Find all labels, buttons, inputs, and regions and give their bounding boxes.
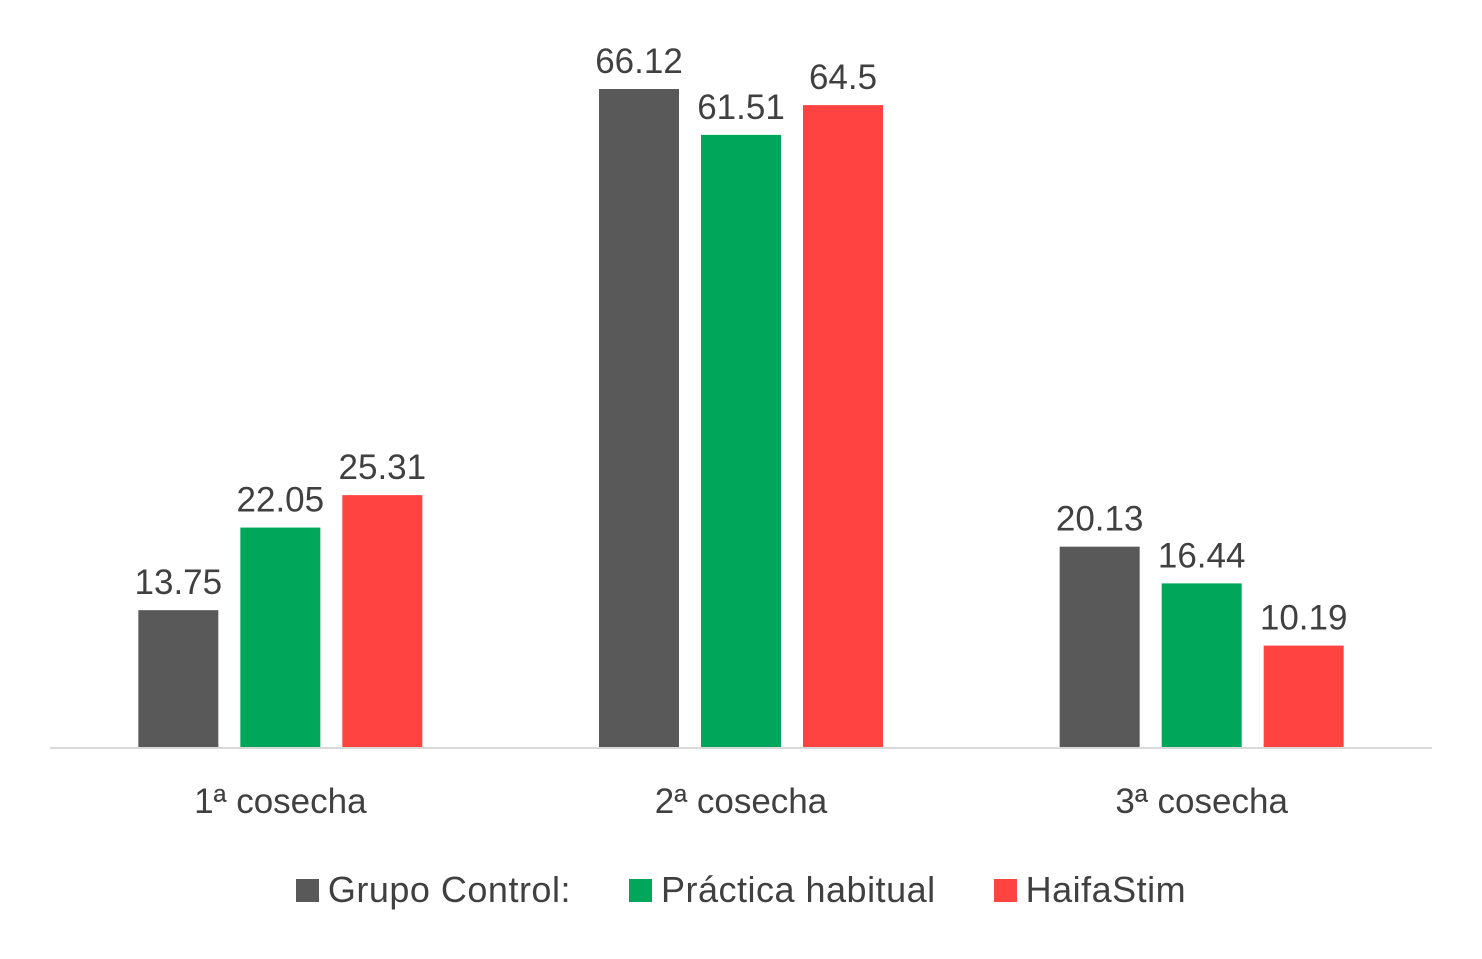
data-label-grupo-control: 13.75: [135, 563, 223, 602]
legend-label: Práctica habitual: [660, 869, 936, 910]
bar-grupo-control: [1059, 546, 1140, 747]
bar-practica-habitual: [240, 527, 321, 747]
data-label-grupo-control: 66.12: [595, 42, 683, 81]
data-label-haifastim: 10.19: [1260, 599, 1348, 638]
bar-grupo-control: [599, 89, 679, 747]
legend-item-grupo-control: Grupo Control:: [295, 869, 571, 911]
data-label-practica-habitual: 61.51: [697, 88, 785, 127]
data-label-grupo-control: 20.13: [1056, 500, 1144, 539]
legend-swatch: [295, 878, 319, 902]
data-label-haifastim: 25.31: [339, 448, 427, 487]
bar-haifastim: [803, 105, 883, 748]
x-tick-label: 3ª cosecha: [1115, 782, 1288, 821]
bar-grupo-control: [138, 610, 219, 747]
x-tick-label: 2ª cosecha: [655, 782, 828, 821]
legend-label: Grupo Control:: [327, 869, 571, 910]
x-tick-label: 1ª cosecha: [194, 782, 367, 821]
bar-practica-habitual: [1161, 583, 1242, 747]
data-label-practica-habitual: 16.44: [1158, 536, 1246, 575]
data-label-haifastim: 64.5: [809, 58, 877, 97]
bar-haifastim: [342, 495, 423, 747]
legend-swatch: [993, 878, 1017, 902]
bar-practica-habitual: [701, 134, 781, 747]
legend-label: HaifaStim: [1025, 869, 1187, 910]
legend-item-haifastim: HaifaStim: [993, 869, 1187, 911]
legend-item-practica-habitual: Práctica habitual: [628, 869, 936, 911]
chart-plot: 13.75 22.05 25.31 1ª cosecha 66.12 61.51 64.5 2…: [50, 42, 1432, 821]
chart-legend: Grupo Control: Práctica habitual HaifaSt…: [0, 860, 1482, 920]
legend-swatch: [628, 878, 652, 902]
data-label-practica-habitual: 22.05: [237, 481, 325, 520]
bar-haifastim: [1263, 645, 1344, 747]
